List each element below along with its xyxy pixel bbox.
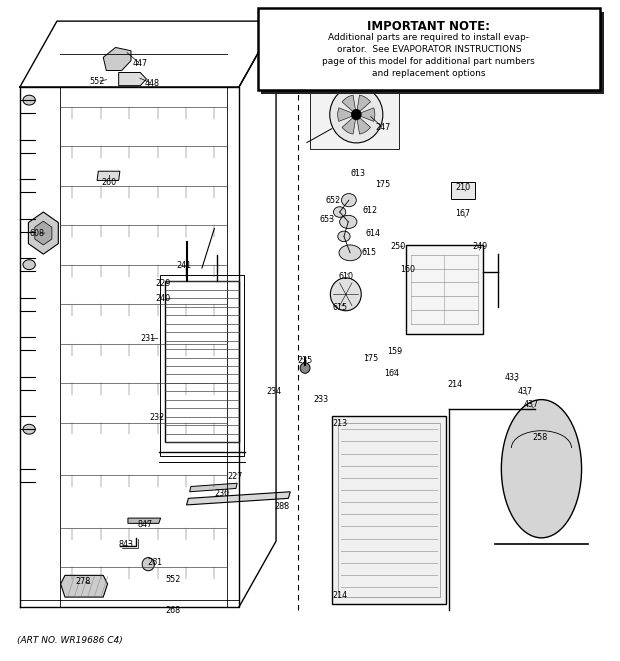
Text: 843: 843 [118, 540, 133, 549]
Text: 232: 232 [149, 413, 164, 422]
Text: 615: 615 [361, 249, 376, 257]
Text: 653: 653 [320, 215, 335, 225]
Polygon shape [35, 221, 52, 245]
Circle shape [330, 278, 361, 311]
Circle shape [300, 363, 310, 373]
Text: IMPORTANT NOTE:: IMPORTANT NOTE: [367, 20, 490, 33]
Text: 160: 160 [400, 266, 415, 274]
Text: 164: 164 [384, 369, 399, 378]
Text: 229: 229 [156, 278, 171, 288]
Polygon shape [405, 245, 483, 334]
Circle shape [330, 87, 383, 143]
Text: 233: 233 [314, 395, 329, 404]
Text: 433: 433 [505, 373, 520, 383]
Ellipse shape [342, 194, 356, 207]
Text: 258: 258 [532, 433, 547, 442]
Text: 241: 241 [176, 262, 191, 270]
Polygon shape [187, 492, 290, 505]
Text: 552: 552 [89, 77, 105, 86]
FancyBboxPatch shape [257, 8, 600, 91]
Ellipse shape [334, 207, 346, 217]
Text: 261: 261 [147, 558, 162, 566]
Polygon shape [61, 575, 107, 597]
Ellipse shape [502, 400, 582, 538]
Polygon shape [341, 63, 372, 83]
Text: 213: 213 [332, 420, 347, 428]
Text: 214: 214 [448, 380, 463, 389]
Text: 175: 175 [375, 180, 391, 189]
Text: 268: 268 [166, 605, 180, 615]
Ellipse shape [338, 231, 350, 242]
Wedge shape [338, 108, 356, 122]
Ellipse shape [23, 95, 35, 105]
Wedge shape [356, 108, 375, 122]
Text: 613: 613 [351, 169, 366, 178]
Text: 615: 615 [332, 303, 347, 312]
Text: 437: 437 [523, 400, 539, 408]
Polygon shape [104, 48, 131, 71]
Text: 231: 231 [141, 334, 156, 343]
Text: 230: 230 [215, 489, 230, 498]
Text: 552: 552 [166, 575, 180, 584]
Text: 214: 214 [332, 591, 347, 600]
Polygon shape [128, 518, 161, 524]
Text: 175: 175 [363, 354, 378, 363]
Text: 278: 278 [75, 578, 91, 586]
Text: 250: 250 [390, 242, 405, 251]
Text: 249: 249 [472, 242, 487, 251]
Text: 235: 235 [298, 356, 312, 365]
FancyBboxPatch shape [261, 12, 604, 95]
Text: 448: 448 [145, 79, 160, 88]
Text: 227: 227 [227, 472, 242, 481]
Ellipse shape [23, 424, 35, 434]
Polygon shape [332, 416, 446, 603]
Polygon shape [97, 171, 120, 180]
Wedge shape [342, 95, 356, 114]
Wedge shape [356, 95, 371, 114]
Text: 260: 260 [102, 178, 117, 187]
Text: 614: 614 [365, 229, 381, 237]
Text: 234: 234 [267, 387, 281, 395]
Text: 159: 159 [388, 347, 403, 356]
Polygon shape [118, 73, 146, 86]
Text: (ART NO. WR19686 C4): (ART NO. WR19686 C4) [17, 636, 123, 645]
Text: 847: 847 [137, 520, 152, 529]
Polygon shape [310, 81, 399, 149]
Circle shape [142, 558, 154, 570]
Text: 447: 447 [133, 59, 148, 69]
Text: 612: 612 [363, 206, 378, 215]
Polygon shape [451, 182, 476, 199]
Text: 610: 610 [339, 272, 353, 281]
Text: 247: 247 [375, 123, 391, 132]
Ellipse shape [339, 245, 361, 260]
Wedge shape [356, 114, 371, 134]
Text: 210: 210 [456, 182, 471, 192]
Text: 240: 240 [156, 294, 171, 303]
Text: 167: 167 [456, 209, 471, 218]
Text: 652: 652 [326, 196, 341, 205]
Text: Additional parts are required to install evap-
orator.  See EVAPORATOR INSTRUCTI: Additional parts are required to install… [322, 33, 535, 79]
Text: 288: 288 [275, 502, 290, 512]
Ellipse shape [23, 260, 35, 270]
Polygon shape [29, 212, 58, 254]
Wedge shape [342, 114, 356, 134]
Polygon shape [190, 483, 237, 492]
Ellipse shape [340, 215, 357, 229]
Text: 437: 437 [517, 387, 533, 395]
Circle shape [352, 109, 361, 120]
Text: 608: 608 [30, 229, 45, 237]
